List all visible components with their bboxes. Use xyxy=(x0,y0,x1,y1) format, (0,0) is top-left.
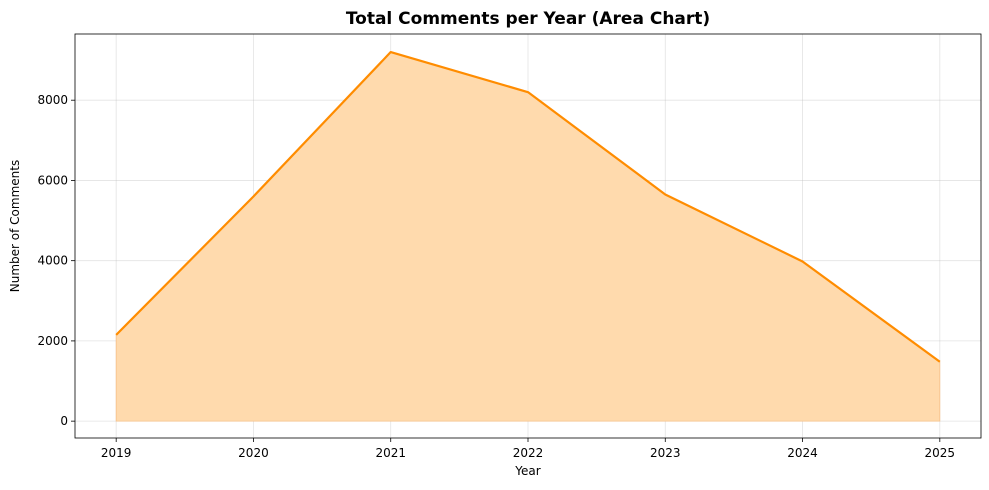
x-axis-label: Year xyxy=(514,464,540,478)
y-tick-label: 2000 xyxy=(37,334,68,348)
y-axis-label: Number of Comments xyxy=(8,160,22,292)
x-tick-label: 2023 xyxy=(650,446,681,460)
area-fill xyxy=(115,51,941,422)
x-axis-ticks: 2019 2020 2021 2022 2023 2024 2025 xyxy=(101,438,955,460)
y-tick-label: 0 xyxy=(60,414,68,428)
y-tick-label: 4000 xyxy=(37,254,68,268)
y-axis-ticks: 0 2000 4000 6000 8000 xyxy=(37,93,75,428)
chart-title: Total Comments per Year (Area Chart) xyxy=(346,9,710,29)
x-tick-label: 2024 xyxy=(787,446,818,460)
x-tick-label: 2021 xyxy=(375,446,406,460)
x-tick-label: 2025 xyxy=(925,446,956,460)
y-tick-label: 8000 xyxy=(37,93,68,107)
x-tick-label: 2019 xyxy=(101,446,132,460)
x-tick-label: 2022 xyxy=(513,446,544,460)
data-points xyxy=(116,51,940,362)
y-tick-label: 6000 xyxy=(37,173,68,187)
x-tick-label: 2020 xyxy=(238,446,269,460)
